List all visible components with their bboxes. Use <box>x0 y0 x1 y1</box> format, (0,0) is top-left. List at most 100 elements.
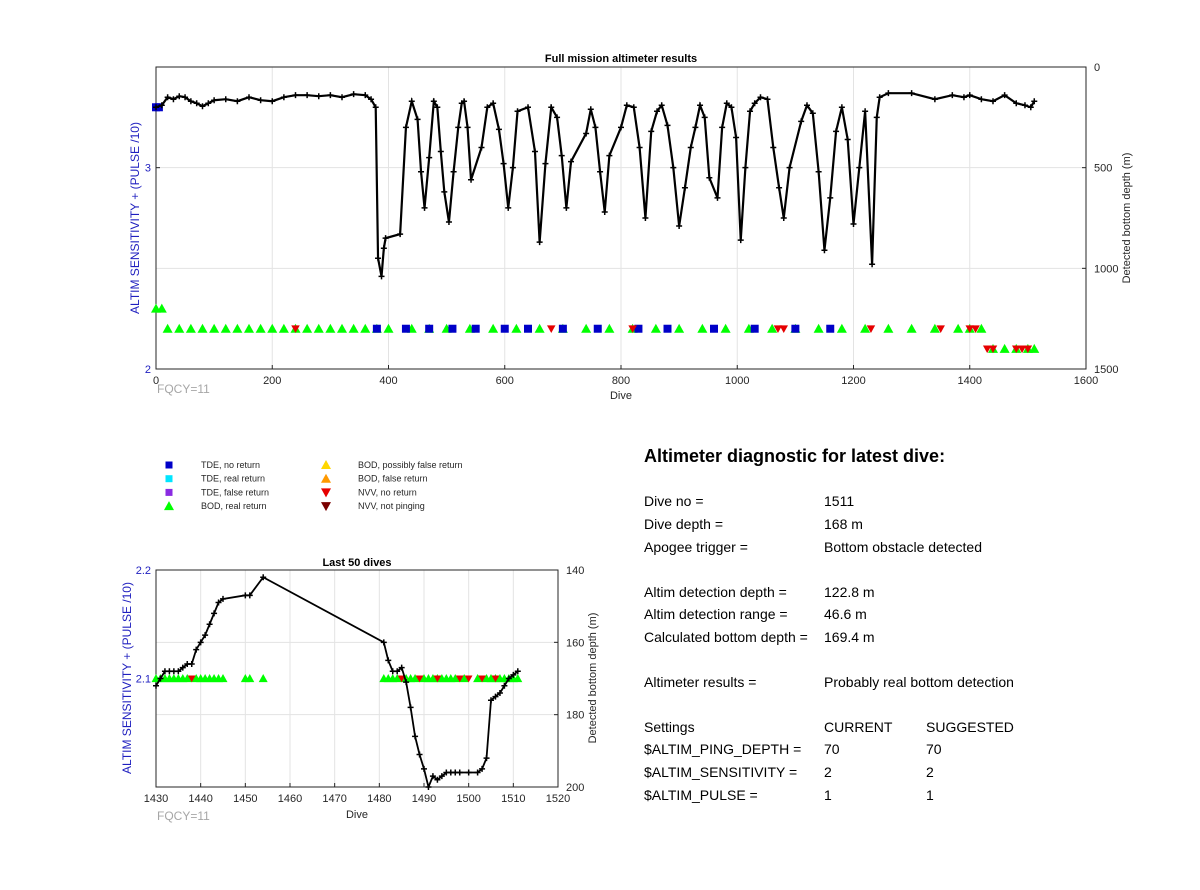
bottom-chart-right-ticks: 140 160 180 200 <box>554 565 584 794</box>
bottom-nvv-no-return-marker <box>455 675 464 683</box>
top-depth-point <box>728 104 735 111</box>
legend-item: NVV, no return <box>321 487 417 498</box>
top-depth-point <box>978 96 985 103</box>
top-depth-point <box>514 108 521 115</box>
bottom-bod-real-return-marker <box>473 674 483 683</box>
top-nvv-no-return-marker <box>773 325 783 333</box>
top-depth-point <box>445 219 452 226</box>
top-depth-point <box>434 104 441 111</box>
top-bod-real-return-marker <box>267 323 278 333</box>
last-50-dives-chart: Last 50 dives 1430 1440 1450 1460 1470 1480 14… <box>120 557 599 823</box>
top-bod-real-return-marker <box>1029 343 1040 353</box>
diag-value-altim-detection-depth: 122.8 m <box>824 584 875 600</box>
top-nvv-no-return-marker <box>547 325 556 333</box>
top-bod-real-return-marker <box>488 323 499 333</box>
top-bod-real-return-marker <box>650 323 661 333</box>
top-bod-real-return-marker <box>174 323 185 333</box>
top-bod-real-return-marker <box>360 323 371 333</box>
diag-value-dive-depth: 168 m <box>824 516 863 532</box>
bottom-xtick-label: 1460 <box>278 793 302 805</box>
top-tde-no-return-marker <box>425 324 434 333</box>
top-depth-point <box>455 124 462 131</box>
top-bod-real-return-marker <box>278 323 289 333</box>
top-depth-point <box>158 102 165 109</box>
top-nvv-no-return-marker <box>982 345 992 354</box>
top-depth-point <box>464 124 471 131</box>
legend-label: TDE, false return <box>201 487 269 497</box>
top-depth-point <box>292 92 299 99</box>
top-depth-point <box>623 102 630 109</box>
top-right-tick-label: 1000 <box>1094 263 1118 275</box>
bottom-depth-point <box>157 675 164 682</box>
diag-label-altim-detection-range: Altim detection range = <box>644 606 788 622</box>
top-bod-real-return-marker <box>720 323 731 333</box>
bottom-bod-real-return-marker <box>459 674 469 683</box>
top-depth-point <box>568 158 575 165</box>
legend-label: NVV, not pinging <box>358 501 425 511</box>
top-depth-point <box>714 194 721 201</box>
diag-label-altim-detection-depth: Altim detection depth = <box>644 584 787 600</box>
top-depth-point <box>676 223 683 230</box>
top-depth-point <box>170 96 177 103</box>
top-depth-point <box>856 164 863 171</box>
top-depth-point <box>701 114 708 121</box>
top-depth-point <box>706 174 713 181</box>
top-tde-no-return-marker <box>471 324 480 333</box>
setting-current-pulse: 1 <box>824 787 832 803</box>
diag-value-altimeter-results: Probably real bottom detection <box>824 674 1014 690</box>
top-right-tick-label: 1500 <box>1094 364 1118 376</box>
top-depth-point <box>375 255 382 262</box>
top-depth-point <box>1027 104 1034 111</box>
top-depth-point <box>176 93 183 100</box>
bottom-depth-point <box>202 632 209 639</box>
top-depth-point <box>500 160 507 167</box>
setting-label-sensitivity: $ALTIM_SENSITIVITY = <box>644 764 797 780</box>
top-depth-point <box>681 184 688 191</box>
top-depth-point <box>372 104 379 111</box>
top-depth-point <box>478 144 485 151</box>
bottom-depth-point <box>193 646 200 653</box>
diagnostic-panel: Altimeter diagnostic for latest dive: Di… <box>644 446 1014 803</box>
top-depth-point <box>199 103 206 110</box>
top-bod-real-return-marker <box>383 323 394 333</box>
top-depth-point <box>418 168 425 175</box>
top-bod-real-return-marker <box>185 323 196 333</box>
top-depth-point <box>1031 98 1038 105</box>
legend: TDE, no return TDE, real return TDE, false… <box>164 460 463 512</box>
top-xtick-label: 400 <box>379 375 397 387</box>
top-xtick-label: 600 <box>496 375 514 387</box>
legend-label: TDE, real return <box>201 474 265 484</box>
bottom-right-tick-label: 140 <box>566 565 584 577</box>
diag-value-calculated-bottom-depth: 169.4 m <box>824 629 875 645</box>
top-xtick-label: 1600 <box>1074 375 1098 387</box>
bottom-depth-point <box>416 751 423 758</box>
top-depth-point <box>804 102 810 109</box>
top-depth-point <box>592 124 599 131</box>
bottom-chart-right-ylabel: Detected bottom depth (m) <box>587 613 599 744</box>
bottom-depth-point <box>510 671 517 678</box>
bottom-xtick-label: 1500 <box>456 793 480 805</box>
bottom-nvv-no-return-marker <box>397 675 406 683</box>
top-depth-point <box>193 100 200 107</box>
legend-label: NVV, no return <box>358 487 417 497</box>
top-depth-point <box>658 102 665 109</box>
top-bod-real-return-marker <box>348 323 359 333</box>
bottom-xtick-label: 1490 <box>412 793 436 805</box>
top-depth-point <box>558 152 565 159</box>
legend-label: BOD, real return <box>201 501 267 511</box>
legend-label: BOD, possibly false return <box>358 460 463 470</box>
bottom-xtick-label: 1440 <box>188 793 212 805</box>
top-depth-point <box>315 93 322 100</box>
top-depth-point <box>461 98 468 105</box>
settings-header-suggested: SUGGESTED <box>926 719 1014 735</box>
top-depth-point <box>505 204 512 211</box>
top-bod-real-return-marker <box>244 323 254 333</box>
bottom-depth-point <box>505 675 512 682</box>
bottom-bod-real-return-marker <box>513 674 523 683</box>
bottom-depth-point <box>175 668 182 675</box>
top-depth-point <box>495 126 502 133</box>
top-depth-point <box>648 128 655 135</box>
bottom-depth-point <box>474 769 481 776</box>
diag-value-apogee-trigger: Bottom obstacle detected <box>824 539 982 555</box>
top-nvv-no-return-marker <box>988 345 998 354</box>
